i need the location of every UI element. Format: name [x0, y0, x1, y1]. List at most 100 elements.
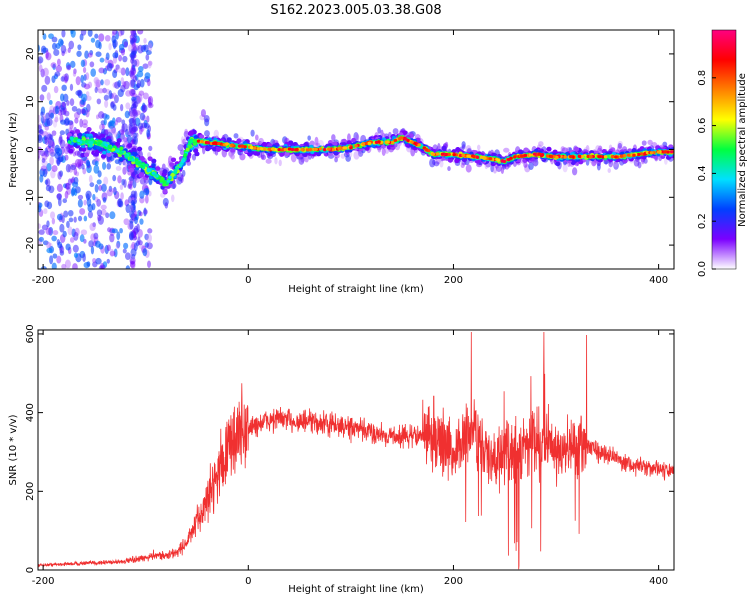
spectral-point — [42, 112, 46, 122]
spectral-point — [106, 244, 111, 252]
spectral-point — [98, 41, 102, 50]
spectral-point — [82, 67, 87, 74]
ridge-point — [226, 137, 232, 142]
spectral-point — [612, 160, 619, 168]
ridge-point — [68, 148, 74, 154]
spectral-point — [80, 108, 86, 115]
spectral-point — [51, 235, 57, 242]
ridge-point — [200, 139, 204, 144]
ridge-point — [83, 152, 90, 158]
spectral-point — [108, 185, 113, 193]
spectral-point — [66, 100, 70, 106]
ridge-point — [452, 152, 456, 157]
spectral-point — [48, 138, 54, 147]
ridge-point — [131, 158, 136, 162]
spectral-point — [147, 228, 153, 234]
ridge-point — [354, 144, 358, 148]
ridge-point — [147, 168, 151, 173]
spectral-point — [143, 209, 148, 215]
spectral-point — [133, 136, 139, 146]
spectral-point — [132, 116, 137, 126]
ridge-point — [178, 163, 183, 168]
spectral-point — [429, 158, 436, 168]
ridge-point — [532, 152, 537, 156]
spectral-point — [61, 30, 66, 38]
spectral-point — [69, 98, 75, 107]
spectrogram-y-ticks: 20 10 0 -10 -20 — [25, 48, 674, 253]
ridge-point — [669, 150, 674, 154]
ridge-point — [597, 155, 602, 159]
y-tick-label: 0 — [25, 567, 36, 573]
spectral-point — [75, 171, 80, 177]
spectral-point — [44, 75, 51, 85]
spectral-point — [114, 159, 120, 165]
spectral-point — [72, 71, 77, 77]
spectral-point — [47, 133, 53, 140]
spectral-point — [148, 145, 153, 152]
spectral-point — [69, 121, 74, 130]
spectral-point — [70, 164, 77, 171]
spectral-point — [127, 183, 132, 189]
ridge-point — [610, 154, 615, 159]
ridge-point — [545, 154, 550, 158]
spectral-point — [104, 34, 111, 42]
spectral-point — [132, 179, 137, 189]
spectral-point — [38, 114, 42, 124]
spectral-point — [94, 79, 100, 89]
spectral-point — [48, 139, 52, 149]
spectral-point — [147, 60, 153, 66]
spectral-point — [100, 79, 104, 86]
spectral-point — [74, 150, 81, 156]
spectral-point — [347, 133, 351, 142]
spectral-point — [607, 168, 611, 173]
ridge-point — [614, 155, 618, 159]
spectral-point — [355, 133, 360, 143]
ridge-point — [199, 134, 205, 140]
spectral-point — [129, 184, 133, 190]
spectral-point — [88, 175, 93, 183]
ridge-point — [537, 152, 542, 156]
ridge-point — [131, 160, 136, 165]
spectral-point — [57, 171, 62, 180]
ridge-point — [440, 152, 445, 156]
spectral-point — [64, 73, 69, 82]
ridge-point — [85, 133, 90, 138]
spectral-point — [81, 107, 88, 116]
spectral-point — [114, 119, 119, 126]
spectral-point — [102, 161, 107, 170]
ridge-point — [211, 146, 218, 152]
snr-x-ticks: -200 0 200 400 — [32, 330, 668, 587]
spectral-point — [123, 242, 129, 250]
spectral-point — [144, 72, 151, 79]
ridge-point — [280, 148, 284, 152]
ridge-point — [318, 147, 323, 151]
y-tick-label: 600 — [25, 324, 36, 343]
ridge-point — [137, 146, 143, 152]
spectral-point — [183, 130, 189, 138]
spectral-point — [147, 102, 154, 109]
spectral-point — [114, 132, 119, 138]
spectral-point — [142, 248, 148, 257]
spectral-point — [85, 190, 92, 199]
spectral-point — [74, 117, 79, 124]
spectral-point — [82, 253, 86, 262]
spectral-point — [97, 88, 104, 94]
spectral-point — [145, 233, 153, 243]
spectral-point — [113, 94, 119, 104]
y-tick-label: -20 — [25, 237, 36, 253]
spectral-point — [112, 52, 119, 59]
spectral-point — [132, 102, 137, 110]
spectral-point — [44, 125, 49, 131]
spectral-point — [233, 133, 239, 139]
ridge-point — [116, 138, 122, 143]
colorbar-gradient — [711, 29, 737, 270]
spectral-point — [146, 242, 153, 250]
spectral-point — [38, 64, 43, 73]
spectral-point — [137, 122, 144, 130]
spectral-point — [113, 248, 118, 258]
spectral-point — [115, 30, 119, 40]
spectral-point — [97, 215, 104, 225]
ridge-point — [78, 132, 83, 137]
spectral-point — [42, 130, 49, 138]
spectral-point — [145, 53, 150, 61]
